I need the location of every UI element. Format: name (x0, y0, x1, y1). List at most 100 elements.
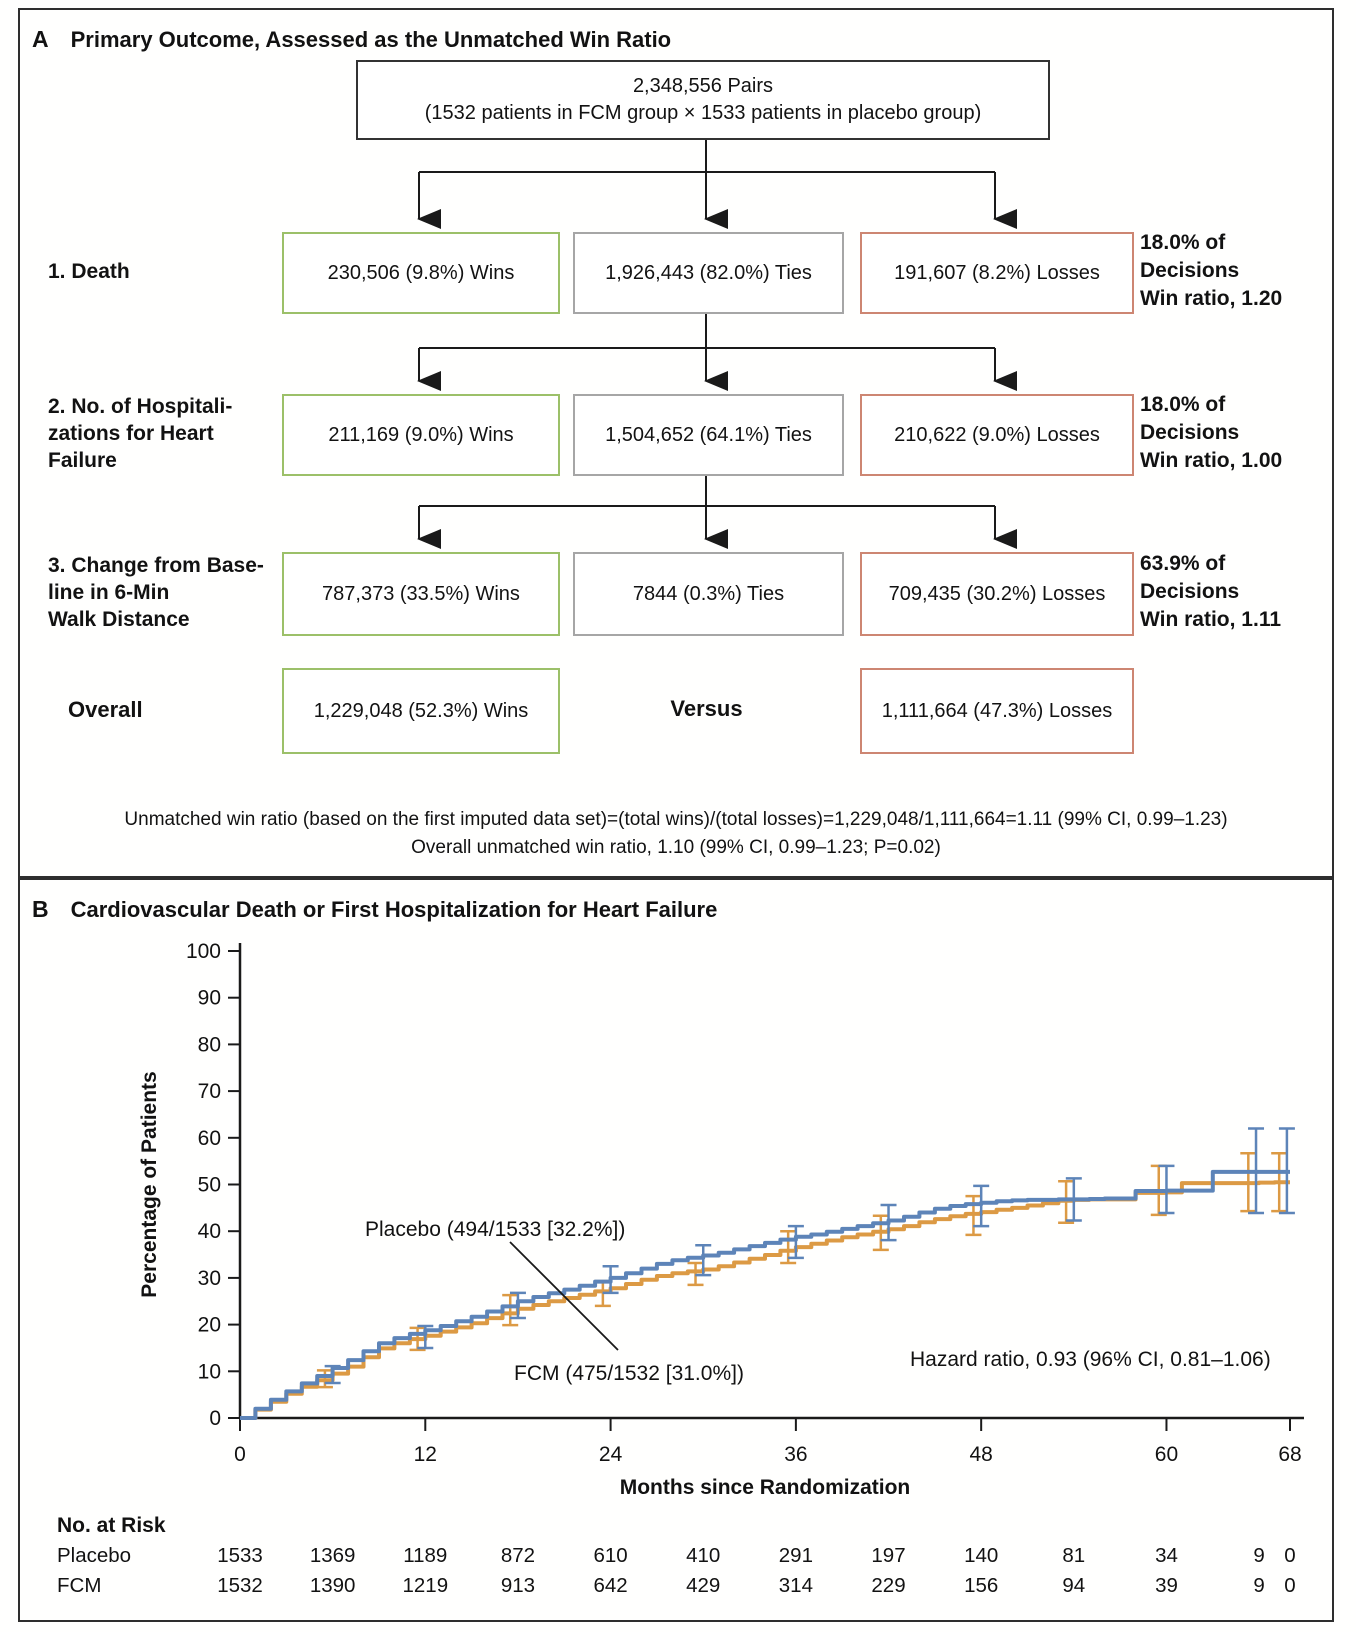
label-pointer-line (509, 1241, 619, 1351)
risk-value: 9 (1253, 1544, 1264, 1567)
y-tick-label: 50 (198, 1174, 221, 1197)
y-tick-label: 80 (198, 1033, 221, 1056)
risk-value: 1189 (403, 1544, 447, 1567)
panel-b-km-chart: 0 10 20 30 40 50 60 70 80 90 100 0 12 24 36 48 60 68 Perce… (18, 878, 1334, 1622)
pairs-box: 2,348,556 Pairs (1532 patients in FCM gr… (356, 60, 1050, 140)
x-tick-label: 24 (599, 1443, 623, 1466)
flow-connector-arrows (417, 136, 1017, 549)
placebo-error-bar (602, 1264, 619, 1295)
risk-value: 81 (1062, 1544, 1085, 1567)
risk-value: 1219 (402, 1574, 448, 1597)
x-tick-label: 36 (784, 1443, 807, 1466)
risk-value: 913 (501, 1574, 535, 1597)
placebo-curve (240, 1169, 1290, 1420)
risk-table-title: No. at Risk (57, 1514, 166, 1537)
placebo-error-bar (509, 1291, 526, 1320)
risk-value: 610 (593, 1544, 627, 1567)
risk-value: 410 (686, 1544, 720, 1567)
panel-b-title-text: Cardiovascular Death or First Hospitaliz… (70, 897, 718, 922)
risk-value: 872 (501, 1544, 535, 1567)
placebo-error-bar (1158, 1164, 1175, 1215)
fcm-error-bar (1271, 1151, 1288, 1213)
placebo-error-bar (324, 1364, 341, 1385)
x-tick-label: 0 (234, 1443, 246, 1466)
hosp-wins-box: 211,169 (9.0%) Wins (282, 394, 560, 476)
risk-value: 1532 (217, 1574, 263, 1597)
y-axis-title: Percentage of Patients (138, 1071, 161, 1297)
risk-value: 197 (871, 1544, 905, 1567)
panel-b-letter: B (32, 896, 49, 922)
risk-value: 642 (593, 1574, 627, 1597)
y-tick-label: 90 (198, 987, 221, 1010)
death-note: 18.0% of Decisions Win ratio, 1.20 (1140, 231, 1283, 310)
placebo-error-bar (1248, 1127, 1265, 1215)
row-label-walk-distance: 3. Change from Base- line in 6-Min Walk … (48, 553, 264, 631)
walk-note: 63.9% of Decisions Win ratio, 1.11 (1140, 552, 1282, 631)
risk-value: 0 (1284, 1544, 1295, 1567)
placebo-error-bar (787, 1224, 804, 1260)
x-tick-label: 12 (414, 1443, 437, 1466)
risk-value: 34 (1155, 1544, 1178, 1567)
risk-value: 1369 (310, 1544, 356, 1567)
fcm-error-bar (316, 1369, 333, 1389)
risk-value: 0 (1284, 1574, 1295, 1597)
y-tick-label: 30 (198, 1267, 221, 1290)
placebo-error-bar (417, 1324, 434, 1350)
hazard-ratio-annotation: Hazard ratio, 0.93 (96% CI, 0.81–1.06) (910, 1348, 1271, 1371)
fcm-error-bar (1240, 1151, 1257, 1213)
hosp-losses-box: 210,622 (9.0%) Losses (860, 394, 1134, 476)
risk-row-label: FCM (57, 1574, 101, 1597)
risk-value: 1390 (310, 1574, 356, 1597)
y-tick-label: 20 (198, 1314, 221, 1337)
walk-ties-box: 7844 (0.3%) Ties (573, 552, 844, 636)
walk-losses-box: 709,435 (30.2%) Losses (860, 552, 1134, 636)
death-wins-box: 230,506 (9.8%) Wins (282, 232, 560, 314)
panel-a-title-text: Primary Outcome, Assessed as the Unmatch… (70, 27, 672, 52)
walk-wins-box: 787,373 (33.5%) Wins (282, 552, 560, 636)
death-losses-box: 191,607 (8.2%) Losses (860, 232, 1134, 314)
y-tick-label: 60 (198, 1127, 221, 1150)
x-tick-label: 60 (1155, 1443, 1178, 1466)
win-ratio-footnote: Unmatched win ratio (based on the first … (124, 809, 1228, 858)
placebo-curve-label: Placebo (494/1533 [32.2%]) (365, 1218, 625, 1241)
risk-value: 140 (964, 1544, 998, 1567)
overall-wins-box: 1,229,048 (52.3%) Wins (282, 668, 560, 754)
y-tick-label: 70 (198, 1080, 221, 1103)
y-tick-label: 40 (198, 1220, 221, 1243)
panel-b-title: B Cardiovascular Death or First Hospitali… (32, 896, 717, 923)
risk-value: 291 (779, 1544, 813, 1567)
fcm-curve-label: FCM (475/1532 [31.0%]) (514, 1362, 744, 1385)
risk-value: 9 (1253, 1574, 1264, 1597)
death-ties-box: 1,926,443 (82.0%) Ties (573, 232, 844, 314)
risk-value: 1533 (217, 1544, 263, 1567)
panel-a-win-ratio: A Primary Outcome, Assessed as the Unmatc… (18, 8, 1334, 878)
y-tick-label: 0 (209, 1407, 221, 1430)
risk-value: 94 (1062, 1574, 1085, 1597)
risk-value: 39 (1155, 1574, 1178, 1597)
overall-label: Overall (68, 696, 143, 722)
x-tick-label: 48 (969, 1443, 992, 1466)
fcm-error-bar (409, 1326, 426, 1352)
placebo-error-bar (973, 1184, 990, 1228)
overall-losses-box: 1,111,664 (47.3%) Losses (860, 668, 1134, 754)
row-label-hospitalizations: 2. No. of Hospitali- zations for Heart F… (48, 394, 233, 472)
placebo-error-bar (1278, 1127, 1295, 1215)
fcm-error-bar (502, 1293, 519, 1327)
hosp-note: 18.0% of Decisions Win ratio, 1.00 (1140, 393, 1283, 472)
panel-a-title: A Primary Outcome, Assessed as the Unmatc… (32, 26, 671, 53)
versus-label: Versus (670, 696, 743, 721)
y-tick-label: 10 (198, 1360, 221, 1383)
row-label-death: 1. Death (48, 259, 130, 283)
risk-value: 229 (871, 1574, 905, 1597)
panel-a-letter: A (32, 26, 49, 52)
placebo-error-bar (880, 1203, 897, 1242)
x-tick-label: 68 (1278, 1443, 1301, 1466)
fcm-error-bar (1058, 1179, 1075, 1225)
placebo-error-bar (1065, 1177, 1082, 1222)
y-tick-label: 100 (186, 940, 221, 963)
risk-row-label: Placebo (57, 1544, 131, 1567)
risk-value: 429 (686, 1574, 720, 1597)
risk-value: 156 (964, 1574, 998, 1597)
x-axis-title: Months since Randomization (620, 1476, 911, 1499)
